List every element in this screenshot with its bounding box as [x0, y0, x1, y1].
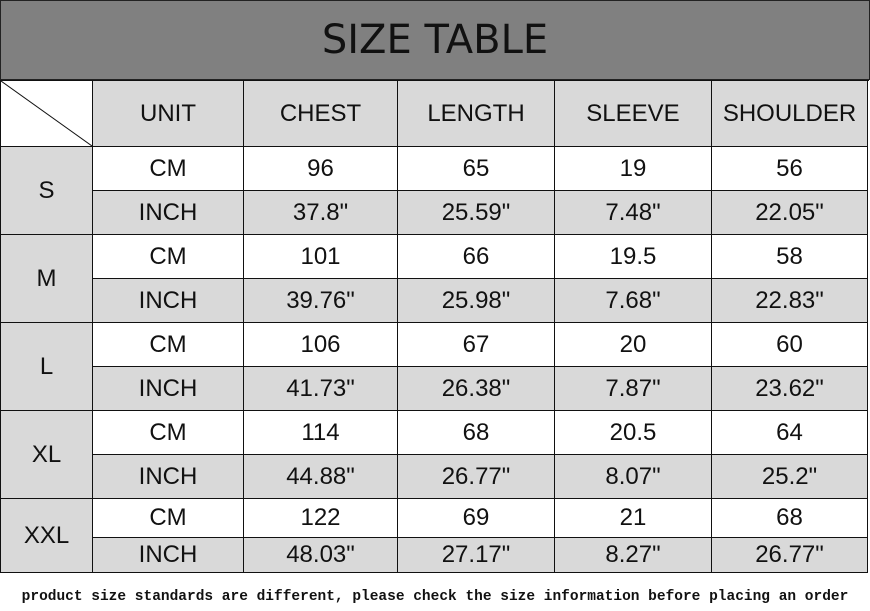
cm-cell: 19 — [555, 147, 712, 191]
inch-cell: INCH — [93, 538, 244, 573]
table-title: SIZE TABLE — [0, 0, 870, 80]
cm-cell: CM — [93, 499, 244, 538]
inch-cell: 7.68" — [555, 279, 712, 323]
header-length: LENGTH — [398, 81, 555, 147]
size-label: M — [1, 235, 93, 323]
cm-cell: 21 — [555, 499, 712, 538]
header-chest: CHEST — [244, 81, 398, 147]
cm-cell: 106 — [244, 323, 398, 367]
size-label: S — [1, 147, 93, 235]
inch-cell: INCH — [93, 191, 244, 235]
inch-cell: 48.03" — [244, 538, 398, 573]
cm-cell: 68 — [712, 499, 868, 538]
inch-cell: 25.59" — [398, 191, 555, 235]
inch-cell: 8.07" — [555, 455, 712, 499]
header-shoulder: SHOULDER — [712, 81, 868, 147]
header-sleeve: SLEEVE — [555, 81, 712, 147]
cm-cell: 69 — [398, 499, 555, 538]
inch-cell: 37.8" — [244, 191, 398, 235]
cm-cell: 67 — [398, 323, 555, 367]
inch-cell: INCH — [93, 367, 244, 411]
cm-cell: 20.5 — [555, 411, 712, 455]
cm-cell: 64 — [712, 411, 868, 455]
diagonal-line-icon — [1, 81, 92, 146]
inch-cell: 26.77" — [398, 455, 555, 499]
inch-cell: 25.2" — [712, 455, 868, 499]
size-label: L — [1, 323, 93, 411]
inch-cell: 26.77" — [712, 538, 868, 573]
cm-cell: 96 — [244, 147, 398, 191]
inch-cell: INCH — [93, 279, 244, 323]
cm-cell: 19.5 — [555, 235, 712, 279]
inch-cell: 22.05" — [712, 191, 868, 235]
inch-cell: 25.98" — [398, 279, 555, 323]
size-note: product size standards are different, pl… — [21, 589, 849, 605]
inch-cell: 39.76" — [244, 279, 398, 323]
size-table: UNIT CHEST LENGTH SLEEVE SHOULDER S CM 96 65 19 56… — [0, 80, 869, 573]
cm-cell: 122 — [244, 499, 398, 538]
cm-cell: CM — [93, 147, 244, 191]
cm-cell: 65 — [398, 147, 555, 191]
inch-cell: INCH — [93, 455, 244, 499]
header-unit: UNIT — [93, 81, 244, 147]
cm-cell: 66 — [398, 235, 555, 279]
inch-cell: 27.17" — [398, 538, 555, 573]
inch-cell: 8.27" — [555, 538, 712, 573]
cm-cell: CM — [93, 323, 244, 367]
cm-cell: 56 — [712, 147, 868, 191]
cm-cell: 114 — [244, 411, 398, 455]
size-label: XXL — [1, 499, 93, 573]
cm-cell: CM — [93, 235, 244, 279]
cm-cell: 68 — [398, 411, 555, 455]
inch-cell: 23.62" — [712, 367, 868, 411]
cm-cell: 58 — [712, 235, 868, 279]
cm-cell: 101 — [244, 235, 398, 279]
inch-cell: 22.83" — [712, 279, 868, 323]
cm-cell: CM — [93, 411, 244, 455]
inch-cell: 7.48" — [555, 191, 712, 235]
corner-cell — [1, 81, 93, 147]
cm-cell: 60 — [712, 323, 868, 367]
inch-cell: 26.38" — [398, 367, 555, 411]
cm-cell: 20 — [555, 323, 712, 367]
inch-cell: 44.88" — [244, 455, 398, 499]
size-label: XL — [1, 411, 93, 499]
inch-cell: 7.87" — [555, 367, 712, 411]
inch-cell: 41.73" — [244, 367, 398, 411]
